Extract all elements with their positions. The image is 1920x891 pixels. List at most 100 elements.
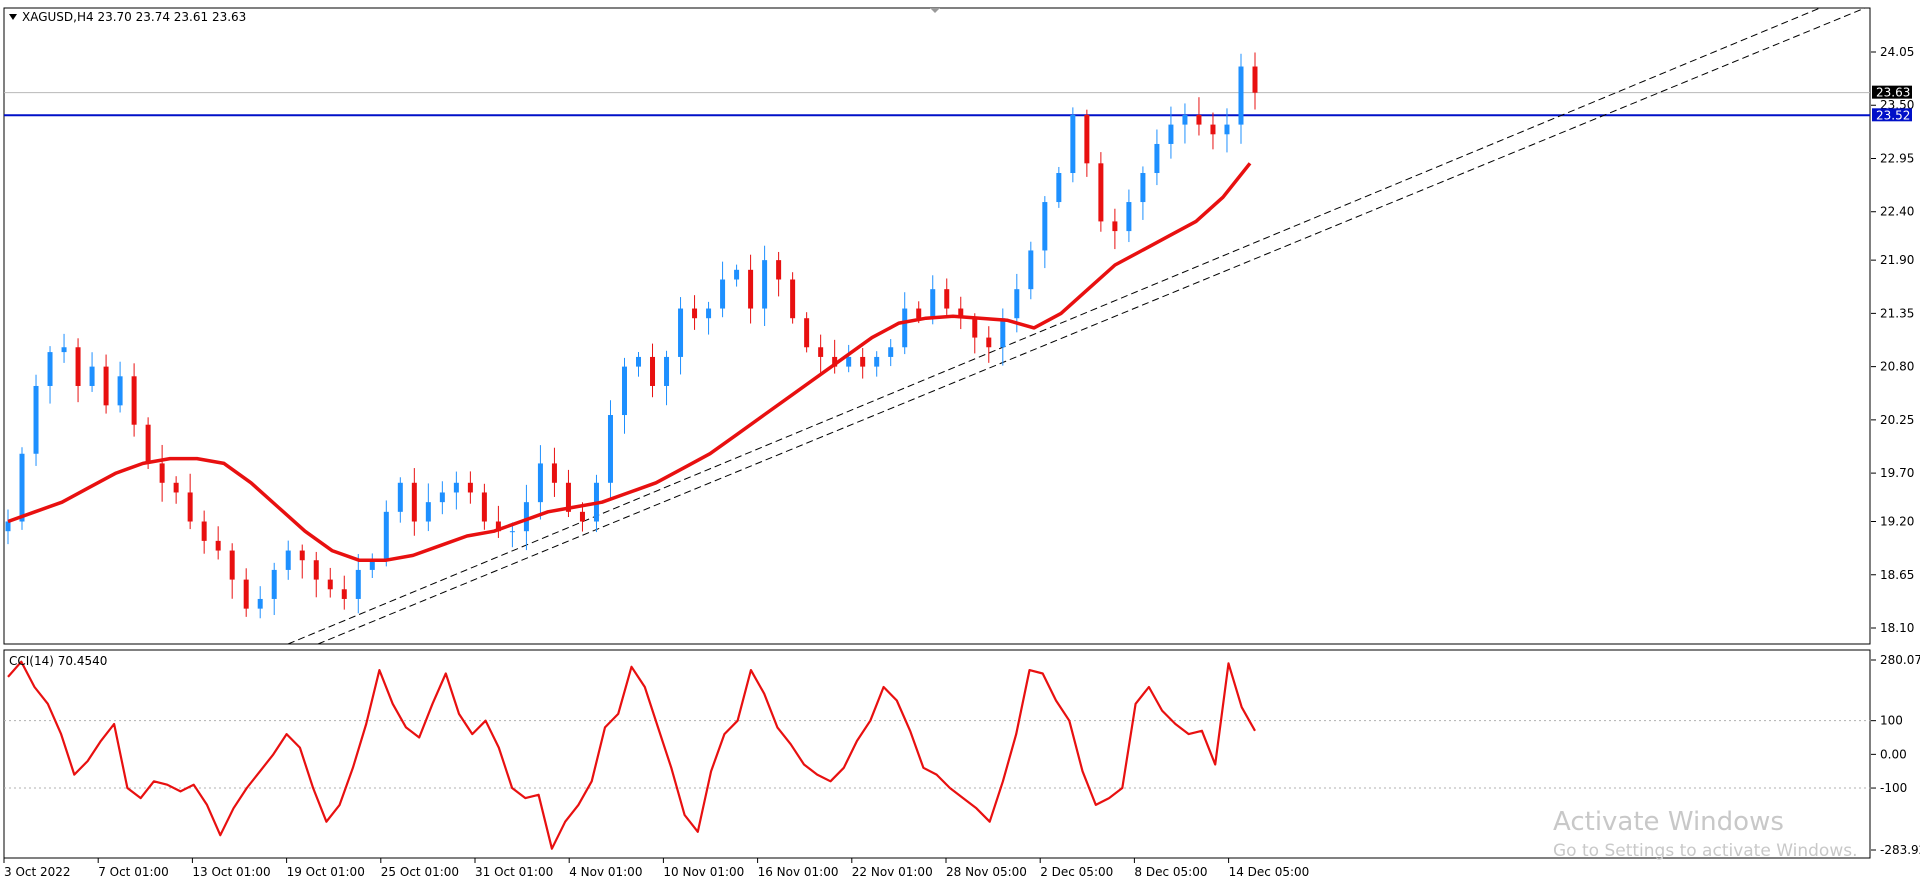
candle[interactable] bbox=[383, 500, 389, 567]
candle[interactable] bbox=[1210, 112, 1216, 150]
candle[interactable] bbox=[1168, 106, 1174, 159]
candle[interactable] bbox=[509, 522, 515, 548]
candle[interactable] bbox=[75, 338, 81, 403]
candle[interactable] bbox=[1000, 308, 1006, 366]
candle[interactable] bbox=[1084, 109, 1090, 177]
candle[interactable] bbox=[621, 357, 627, 434]
candle[interactable] bbox=[369, 553, 375, 579]
candle[interactable] bbox=[1238, 53, 1244, 144]
trendline-lower[interactable] bbox=[317, 7, 1866, 645]
candle[interactable] bbox=[650, 343, 656, 398]
candle[interactable] bbox=[257, 586, 263, 619]
candle[interactable] bbox=[551, 447, 557, 497]
time-tick-label: 7 Oct 01:00 bbox=[98, 865, 169, 879]
candle[interactable] bbox=[607, 400, 613, 499]
candle[interactable] bbox=[425, 483, 431, 532]
symbol-menu-icon[interactable] bbox=[9, 14, 17, 20]
candle[interactable] bbox=[706, 301, 712, 335]
candle[interactable] bbox=[495, 505, 501, 538]
candle[interactable] bbox=[201, 510, 207, 554]
candle[interactable] bbox=[944, 278, 950, 315]
time-tick-label: 2 Dec 05:00 bbox=[1040, 865, 1113, 879]
candle[interactable] bbox=[1182, 103, 1188, 144]
candle[interactable] bbox=[439, 481, 445, 515]
candle[interactable] bbox=[1028, 241, 1034, 300]
candle[interactable] bbox=[299, 544, 305, 579]
candle[interactable] bbox=[103, 354, 109, 414]
candle[interactable] bbox=[173, 476, 179, 504]
candle[interactable] bbox=[1126, 189, 1132, 243]
price-tick-label: 20.80 bbox=[1880, 360, 1914, 374]
candle[interactable] bbox=[5, 509, 11, 545]
candle[interactable] bbox=[972, 313, 978, 354]
cci-line[interactable] bbox=[7, 660, 1256, 850]
candle[interactable] bbox=[1154, 129, 1160, 186]
candle[interactable] bbox=[243, 568, 249, 617]
candle[interactable] bbox=[187, 473, 193, 530]
candle[interactable] bbox=[762, 245, 768, 327]
candle[interactable] bbox=[804, 312, 810, 353]
candle[interactable] bbox=[89, 352, 95, 392]
candle[interactable] bbox=[61, 333, 67, 363]
trendline-upper[interactable] bbox=[287, 7, 1821, 645]
candle[interactable] bbox=[523, 484, 529, 551]
candle[interactable] bbox=[481, 483, 487, 530]
candle[interactable] bbox=[271, 562, 277, 616]
candle[interactable] bbox=[1196, 97, 1202, 136]
candle[interactable] bbox=[341, 575, 347, 610]
candle[interactable] bbox=[1070, 107, 1076, 183]
candle[interactable] bbox=[1042, 196, 1048, 269]
candle[interactable] bbox=[1056, 166, 1062, 208]
candle[interactable] bbox=[215, 526, 221, 560]
candle[interactable] bbox=[313, 551, 319, 598]
candle[interactable] bbox=[1140, 166, 1146, 220]
candle[interactable] bbox=[1098, 152, 1104, 232]
price-tick-label: 22.40 bbox=[1880, 205, 1914, 219]
candle[interactable] bbox=[776, 251, 782, 297]
candle[interactable] bbox=[47, 346, 53, 404]
candle[interactable] bbox=[692, 295, 698, 330]
watermark-title: Activate Windows bbox=[1553, 807, 1784, 837]
price-tick-label: 18.65 bbox=[1880, 568, 1914, 582]
candle[interactable] bbox=[888, 339, 894, 367]
candle[interactable] bbox=[846, 344, 852, 373]
candle[interactable] bbox=[636, 351, 642, 377]
candle[interactable] bbox=[860, 348, 866, 379]
candle[interactable] bbox=[229, 543, 235, 599]
candle[interactable] bbox=[734, 264, 740, 287]
candle[interactable] bbox=[145, 417, 151, 469]
price-tick-label: 24.05 bbox=[1880, 45, 1914, 59]
candle[interactable] bbox=[327, 567, 333, 598]
candle[interactable] bbox=[117, 361, 123, 413]
candle[interactable] bbox=[397, 477, 403, 523]
time-tick-label: 8 Dec 05:00 bbox=[1134, 865, 1207, 879]
candle[interactable] bbox=[678, 297, 684, 375]
candle[interactable] bbox=[1112, 208, 1118, 250]
candle[interactable] bbox=[411, 468, 417, 536]
candle[interactable] bbox=[131, 363, 137, 437]
symbol-header: XAGUSD,H4 23.70 23.74 23.61 23.63 bbox=[22, 10, 246, 24]
candle[interactable] bbox=[1224, 108, 1230, 153]
candle[interactable] bbox=[818, 334, 824, 374]
moving-average-line[interactable] bbox=[7, 162, 1252, 562]
candle[interactable] bbox=[958, 296, 964, 330]
scroll-marker-icon[interactable] bbox=[930, 8, 940, 13]
candle[interactable] bbox=[355, 554, 361, 614]
candle[interactable] bbox=[748, 254, 754, 324]
time-tick-label: 28 Nov 05:00 bbox=[946, 865, 1027, 879]
candle[interactable] bbox=[1252, 52, 1258, 110]
candle[interactable] bbox=[537, 445, 543, 520]
candle[interactable] bbox=[874, 351, 880, 377]
candle[interactable] bbox=[33, 374, 39, 466]
candle[interactable] bbox=[285, 540, 291, 580]
candle[interactable] bbox=[832, 339, 838, 374]
candle[interactable] bbox=[453, 471, 459, 510]
candle[interactable] bbox=[720, 261, 726, 318]
candle[interactable] bbox=[159, 444, 165, 502]
candle[interactable] bbox=[790, 272, 796, 324]
candle[interactable] bbox=[986, 326, 992, 363]
candle[interactable] bbox=[467, 471, 473, 504]
candle[interactable] bbox=[664, 350, 670, 406]
